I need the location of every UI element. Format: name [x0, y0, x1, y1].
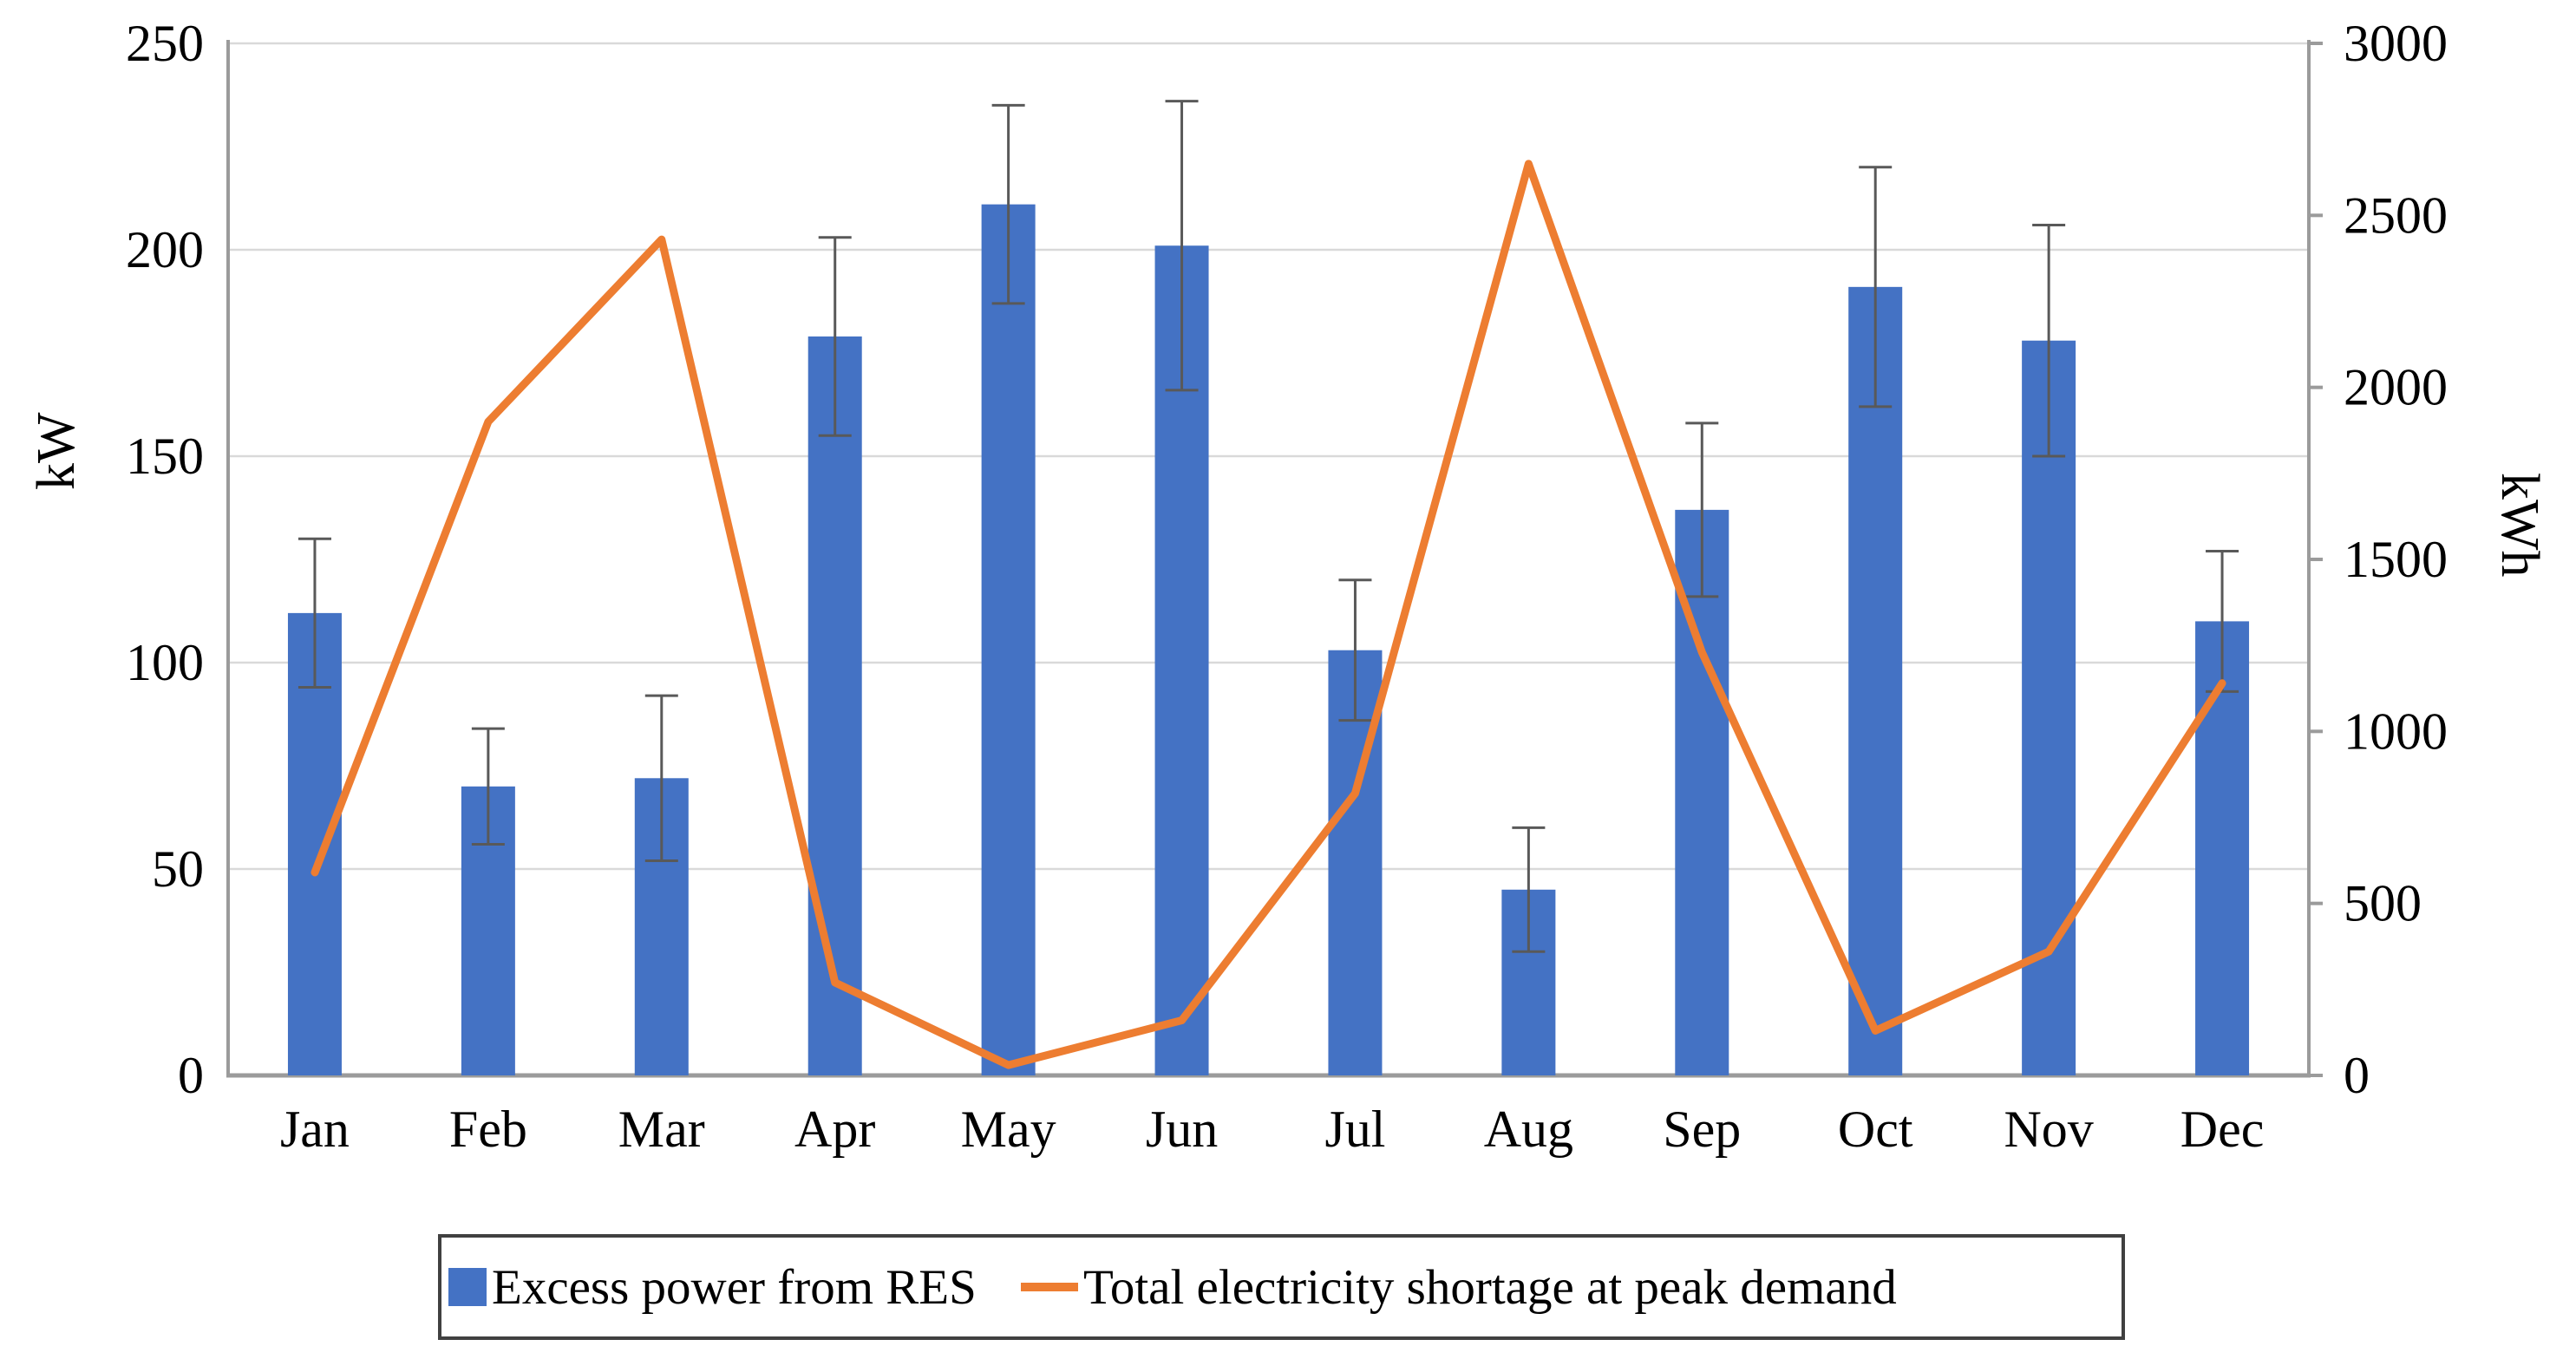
left-axis-tick-label: 100: [126, 634, 204, 691]
x-axis-label-aug: Aug: [1484, 1101, 1573, 1158]
right-axis-tick-label: 2500: [2344, 186, 2448, 244]
shortage-line: [311, 160, 2226, 1069]
x-axis-label-jul: Jul: [1324, 1101, 1385, 1158]
x-axis-label-sep: Sep: [1663, 1101, 1741, 1158]
line-series-swatch: [1021, 1283, 1078, 1291]
right-axis-title: kWh: [2490, 473, 2549, 578]
left-axis-tick-label: 50: [152, 840, 204, 898]
x-axis-label-jan: Jan: [280, 1101, 350, 1158]
x-axis-label-oct: Oct: [1838, 1101, 1913, 1158]
left-axis-tick-label: 0: [178, 1047, 204, 1104]
left-axis-tick-label: 200: [126, 221, 204, 278]
x-axis-label-may: May: [961, 1101, 1056, 1158]
left-axis-tick-label: 150: [126, 428, 204, 485]
x-axis-label-jun: Jun: [1146, 1101, 1218, 1158]
legend: Excess power from RES Total electricity …: [438, 1234, 2125, 1340]
left-axis-tick-label: 250: [126, 15, 204, 72]
bar-may: [981, 204, 1036, 1075]
right-axis-tick-label: 1000: [2344, 702, 2448, 760]
x-axis-label-nov: Nov: [2004, 1101, 2093, 1158]
bar-jan: [287, 612, 342, 1075]
x-axis-label-feb: Feb: [449, 1101, 527, 1158]
bar-apr: [807, 336, 862, 1076]
right-axis-tick-label: 2000: [2344, 359, 2448, 416]
x-axis-label-mar: Mar: [618, 1101, 705, 1158]
bar-series-label: Excess power from RES: [492, 1259, 977, 1315]
right-axis-tick-label: 3000: [2344, 15, 2448, 72]
right-axis-tick-label: 500: [2344, 875, 2422, 932]
legend-item-bars: Excess power from RES: [448, 1238, 977, 1336]
legend-item-line: Total electricity shortage at peak deman…: [1021, 1238, 1897, 1336]
x-axis-label-apr: Apr: [794, 1101, 875, 1158]
right-axis-tick-label: 0: [2344, 1047, 2370, 1104]
right-axis-tick-label: 1500: [2344, 531, 2448, 588]
x-axis-label-dec: Dec: [2180, 1101, 2265, 1158]
bar-series-swatch: [448, 1268, 487, 1306]
bar-oct: [1848, 286, 1903, 1076]
line-series-label: Total electricity shortage at peak deman…: [1083, 1259, 1897, 1315]
left-axis-title: kW: [27, 412, 86, 490]
bar-dec: [2195, 621, 2250, 1075]
